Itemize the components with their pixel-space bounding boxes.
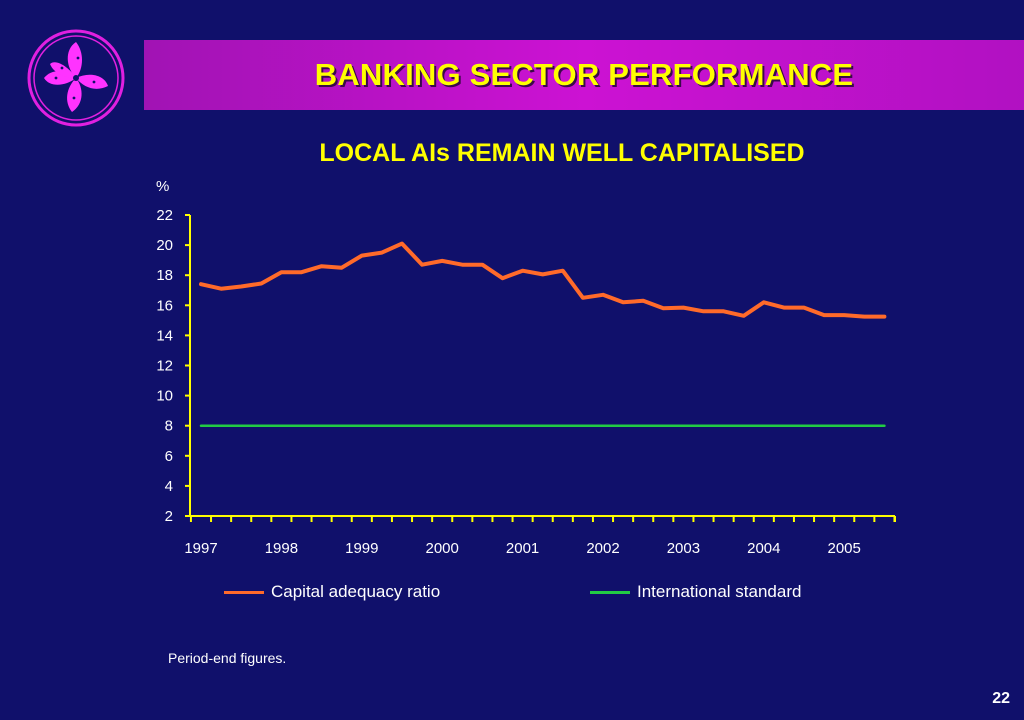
bauhinia-flower-icon — [27, 29, 125, 127]
legend-label-standard: International standard — [637, 582, 802, 601]
y-tick-label: 16 — [156, 297, 173, 314]
x-tick-label: 2005 — [828, 540, 861, 557]
x-tick-label: 2002 — [586, 540, 619, 557]
x-tick-label: 2000 — [426, 540, 459, 557]
y-tick-label: 12 — [156, 358, 173, 375]
y-tick-label: 8 — [165, 418, 173, 435]
chart-title: LOCAL AIs REMAIN WELL CAPITALISED — [319, 139, 805, 167]
y-tick-label: 14 — [156, 327, 173, 344]
y-tick-label: 20 — [156, 237, 173, 254]
series-line-capital-adequacy — [199, 241, 887, 319]
y-tick-label: 4 — [165, 478, 173, 495]
logo — [26, 28, 126, 128]
y-tick-label: 10 — [156, 388, 173, 405]
legend-label-capital: Capital adequacy ratio — [271, 582, 441, 601]
x-tick-label: 1999 — [345, 540, 378, 557]
x-tick-label: 1998 — [265, 540, 298, 557]
x-tick-label: 2003 — [667, 540, 700, 557]
page-number: 22 — [992, 690, 1010, 707]
y-tick-label: 18 — [156, 267, 173, 284]
page-title: BANKING SECTOR PERFORMANCE — [314, 57, 854, 92]
x-tick-label: 1997 — [184, 540, 217, 557]
footnote: Period-end figures. — [168, 650, 287, 666]
title-bar: BANKING SECTOR PERFORMANCE — [144, 40, 1024, 110]
legend-swatch-capital — [224, 590, 264, 594]
y-tick-label: 6 — [165, 448, 173, 465]
y-axis-label: % — [156, 178, 169, 195]
y-tick-label: 2 — [165, 508, 173, 525]
legend-swatch-standard — [590, 590, 630, 594]
legend-item-capital: Capital adequacy ratio — [224, 582, 440, 602]
x-tick-label: 2004 — [747, 540, 780, 557]
y-tick-label: 22 — [156, 207, 173, 224]
x-tick-label: 2001 — [506, 540, 539, 557]
legend-item-standard: International standard — [590, 582, 801, 602]
